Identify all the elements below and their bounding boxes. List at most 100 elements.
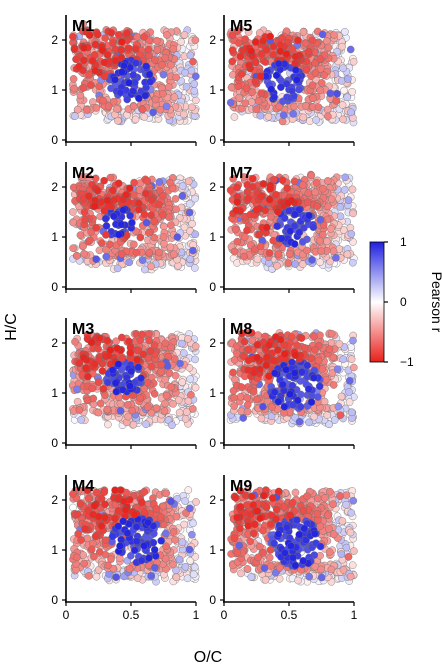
data-point (92, 488, 101, 497)
data-point (149, 108, 157, 117)
data-point (189, 570, 198, 579)
data-point (243, 400, 252, 409)
data-point (129, 71, 138, 79)
data-point (160, 239, 168, 248)
data-point (184, 486, 193, 494)
data-point (270, 388, 279, 397)
data-point (233, 27, 242, 35)
data-point (73, 251, 81, 260)
data-point (343, 93, 352, 102)
data-point (256, 72, 265, 81)
scatter-points (69, 173, 200, 274)
data-point (237, 70, 246, 78)
data-point (119, 517, 128, 526)
data-point (254, 97, 263, 105)
data-point (169, 560, 177, 569)
data-point (299, 113, 308, 122)
data-point (274, 397, 283, 406)
data-point (248, 88, 256, 97)
data-point (169, 528, 178, 536)
data-point (107, 555, 115, 564)
data-point (101, 34, 110, 42)
data-point (348, 185, 357, 194)
data-point (122, 190, 130, 199)
data-point (186, 375, 195, 383)
data-point (150, 341, 159, 350)
data-point (330, 416, 339, 424)
data-point (76, 231, 85, 239)
data-point (144, 45, 153, 54)
data-point (117, 38, 126, 46)
data-point (101, 391, 109, 400)
data-point (177, 38, 185, 46)
data-point (261, 58, 270, 66)
data-point (126, 211, 134, 220)
data-point (69, 490, 77, 498)
data-point (318, 30, 327, 39)
data-point (245, 61, 253, 70)
data-point (311, 69, 320, 78)
data-point (235, 39, 243, 47)
data-point (328, 369, 337, 377)
data-point (305, 418, 313, 427)
data-point (131, 45, 140, 53)
data-point (176, 359, 184, 368)
data-point (111, 56, 120, 65)
data-point (98, 367, 107, 375)
data-point (292, 76, 301, 84)
data-point (172, 73, 181, 82)
data-point (178, 192, 187, 200)
data-point (111, 379, 120, 387)
data-point (151, 563, 159, 572)
data-point (138, 256, 147, 265)
data-point (94, 378, 103, 386)
data-point (92, 104, 101, 112)
data-point (343, 250, 352, 259)
data-point (191, 383, 200, 392)
data-point (133, 355, 142, 364)
data-point (307, 171, 316, 180)
data-point (304, 189, 313, 198)
data-point (345, 376, 354, 385)
y-tick-label: 1 (51, 83, 58, 97)
data-point (316, 215, 325, 224)
data-point (158, 60, 166, 69)
data-point (229, 174, 237, 183)
data-point (189, 519, 197, 528)
data-point (167, 383, 176, 392)
data-point (288, 358, 296, 367)
data-point (290, 240, 299, 248)
data-point (129, 87, 138, 96)
data-point (293, 396, 302, 405)
data-point (84, 494, 93, 503)
data-point (241, 35, 250, 43)
panel-label: M1 (72, 18, 94, 35)
data-point (253, 353, 261, 362)
data-point (269, 51, 278, 59)
data-point (284, 199, 292, 208)
data-point (299, 27, 308, 36)
data-point (94, 512, 103, 521)
data-point (235, 93, 243, 102)
data-point (102, 222, 111, 230)
data-point (140, 113, 149, 121)
data-point (248, 183, 257, 191)
data-point (276, 41, 285, 49)
data-point (345, 398, 354, 406)
data-point (156, 513, 165, 521)
data-point (112, 387, 121, 396)
data-point (166, 178, 174, 187)
data-point (291, 66, 300, 74)
data-point (140, 542, 148, 550)
data-point (270, 175, 278, 184)
data-point (103, 51, 112, 59)
data-point (84, 372, 92, 381)
data-point (125, 565, 134, 573)
data-point (85, 31, 94, 40)
data-point (301, 39, 310, 48)
data-point (308, 36, 317, 45)
data-point (73, 553, 81, 562)
data-point (141, 189, 150, 198)
data-point (316, 65, 325, 73)
data-point (240, 233, 249, 241)
